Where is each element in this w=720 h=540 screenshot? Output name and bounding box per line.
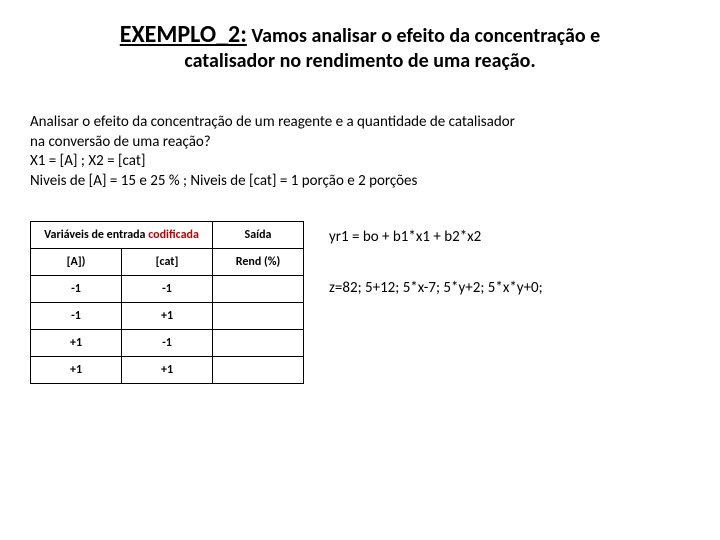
table-row: +1 +1	[31, 357, 304, 384]
cell: +1	[31, 357, 122, 384]
header-inputs-suffix: codificada	[148, 228, 199, 242]
cell	[213, 330, 304, 357]
design-table: Variáveis de entrada codificada Saída [A…	[30, 221, 304, 384]
cell: -1	[122, 276, 213, 303]
body-l3: X1 = [A] ; X2 = [cat]	[30, 152, 690, 172]
col-rend: Rend (%)	[213, 249, 304, 276]
table-header-output: Saída	[213, 222, 304, 249]
title-block: EXEMPLO_2: Vamos analisar o efeito da co…	[30, 20, 690, 73]
body-l4: Niveis de [A] = 15 e 25 % ; Niveis de [c…	[30, 172, 690, 192]
col-cat: [cat]	[122, 249, 213, 276]
cell: +1	[31, 330, 122, 357]
title-line2: catalisador no rendimento de uma reação.	[30, 49, 690, 73]
table-row: +1 -1	[31, 330, 304, 357]
cell: -1	[122, 330, 213, 357]
table-row: -1 -1	[31, 276, 304, 303]
lower-section: Variáveis de entrada codificada Saída [A…	[30, 221, 690, 384]
cell	[213, 303, 304, 330]
table-row: -1 +1	[31, 303, 304, 330]
title-rest: Vamos analisar o efeito da concentração …	[247, 24, 600, 48]
body-l2: na conversão de uma reação?	[30, 133, 690, 153]
header-inputs-prefix: Variáveis de entrada	[44, 228, 148, 242]
cell	[213, 357, 304, 384]
body-text: Analisar o efeito da concentração de um …	[30, 113, 690, 191]
equations: yr1 = bo + b1*x1 + b2*x2 z=82; 5+12; 5*x…	[329, 221, 543, 305]
cell	[213, 276, 304, 303]
cell: +1	[122, 357, 213, 384]
cell: +1	[122, 303, 213, 330]
col-a: [A])	[31, 249, 122, 276]
equation-z: z=82; 5+12; 5*x-7; 5*y+2; 5*x*y+0;	[329, 272, 543, 305]
title-line1: EXEMPLO_2: Vamos analisar o efeito da co…	[30, 20, 690, 49]
cell: -1	[31, 303, 122, 330]
cell: -1	[31, 276, 122, 303]
title-main: EXEMPLO_2:	[120, 20, 247, 49]
body-l1: Analisar o efeito da concentração de um …	[30, 113, 690, 133]
equation-model: yr1 = bo + b1*x1 + b2*x2	[329, 221, 543, 254]
table-header-inputs: Variáveis de entrada codificada	[31, 222, 213, 249]
